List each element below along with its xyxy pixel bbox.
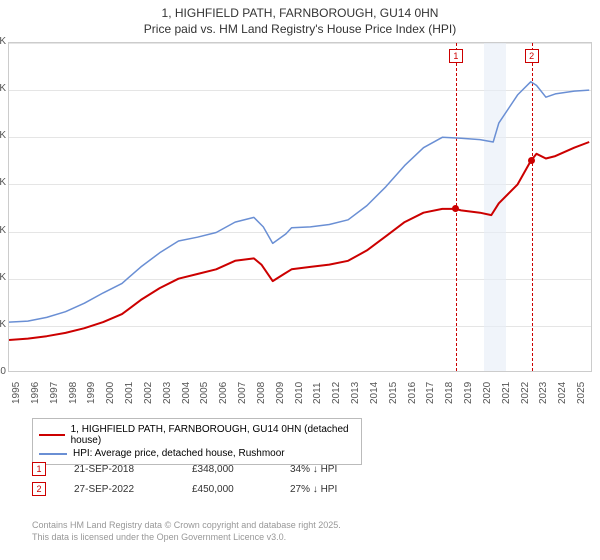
y-axis-label: £400K (0, 177, 6, 188)
footnote-line-1: Contains HM Land Registry data © Crown c… (32, 520, 341, 532)
plot-area: 12 (8, 42, 592, 372)
x-axis-label: 2023 (538, 382, 549, 404)
x-axis-label: 2000 (105, 382, 116, 404)
legend-label: 1, HIGHFIELD PATH, FARNBOROUGH, GU14 0HN… (71, 424, 355, 446)
legend-box: 1, HIGHFIELD PATH, FARNBOROUGH, GU14 0HN… (32, 418, 362, 465)
x-axis-label: 2018 (444, 382, 455, 404)
y-axis-label: £600K (0, 83, 6, 94)
legend-label: HPI: Average price, detached house, Rush… (73, 448, 285, 459)
x-axis-label: 2015 (388, 382, 399, 404)
legend-row-price_paid: 1, HIGHFIELD PATH, FARNBOROUGH, GU14 0HN… (39, 423, 355, 447)
x-axis-label: 2007 (237, 382, 248, 404)
y-axis-label: £500K (0, 130, 6, 141)
sale-price: £348,000 (192, 464, 262, 475)
x-axis-label: 2020 (482, 382, 493, 404)
x-axis-label: 2013 (350, 382, 361, 404)
sale-date: 21-SEP-2018 (74, 464, 164, 475)
sales-table-row: 1 21-SEP-2018 £348,000 34% ↓ HPI (32, 462, 337, 476)
x-axis-label: 2001 (124, 382, 135, 404)
x-axis-label: 1999 (86, 382, 97, 404)
footnote-line-2: This data is licensed under the Open Gov… (32, 532, 341, 544)
chart-container: 1, HIGHFIELD PATH, FARNBOROUGH, GU14 0HN… (0, 0, 600, 560)
x-axis-label: 2012 (331, 382, 342, 404)
sales-marker-icon: 2 (32, 482, 46, 496)
sale-delta: 27% ↓ HPI (290, 484, 337, 495)
x-axis-label: 2008 (256, 382, 267, 404)
sale-price: £450,000 (192, 484, 262, 495)
x-axis-label: 2021 (501, 382, 512, 404)
x-axis-label: 2003 (162, 382, 173, 404)
chart-svg (9, 43, 593, 373)
sales-marker-icon: 1 (32, 462, 46, 476)
x-axis-label: 2017 (425, 382, 436, 404)
y-axis-label: £200K (0, 272, 6, 283)
y-axis-label: £300K (0, 225, 6, 236)
x-axis-label: 1996 (30, 382, 41, 404)
legend-swatch (39, 434, 65, 436)
x-axis-label: 2002 (143, 382, 154, 404)
sale-date: 27-SEP-2022 (74, 484, 164, 495)
x-axis-label: 2025 (576, 382, 587, 404)
y-axis-label: £700K (0, 36, 6, 47)
footnote: Contains HM Land Registry data © Crown c… (32, 520, 341, 543)
y-axis-label: £100K (0, 319, 6, 330)
series-hpi (9, 82, 589, 322)
x-axis-label: 2014 (369, 382, 380, 404)
x-axis-label: 1997 (49, 382, 60, 404)
x-axis-label: 1998 (68, 382, 79, 404)
x-axis-label: 2005 (199, 382, 210, 404)
title-line-1: 1, HIGHFIELD PATH, FARNBOROUGH, GU14 0HN (0, 6, 600, 22)
x-axis-label: 2016 (407, 382, 418, 404)
chart-title: 1, HIGHFIELD PATH, FARNBOROUGH, GU14 0HN… (0, 0, 600, 37)
x-axis-label: 2011 (312, 382, 323, 404)
x-axis-label: 2006 (218, 382, 229, 404)
x-axis-label: 2004 (181, 382, 192, 404)
legend-swatch (39, 453, 67, 455)
x-axis-label: 2024 (557, 382, 568, 404)
title-line-2: Price paid vs. HM Land Registry's House … (0, 22, 600, 38)
sales-table-row: 2 27-SEP-2022 £450,000 27% ↓ HPI (32, 482, 337, 496)
sale-delta: 34% ↓ HPI (290, 464, 337, 475)
sales-table: 1 21-SEP-2018 £348,000 34% ↓ HPI 2 27-SEP-202… (32, 462, 337, 502)
legend-row-hpi: HPI: Average price, detached house, Rush… (39, 447, 355, 460)
x-axis-label: 2022 (520, 382, 531, 404)
y-axis-label: £0 (0, 366, 6, 377)
x-axis-label: 1995 (11, 382, 22, 404)
x-axis-label: 2019 (463, 382, 474, 404)
x-axis-label: 2009 (275, 382, 286, 404)
series-price_paid (9, 142, 589, 340)
x-axis-label: 2010 (294, 382, 305, 404)
